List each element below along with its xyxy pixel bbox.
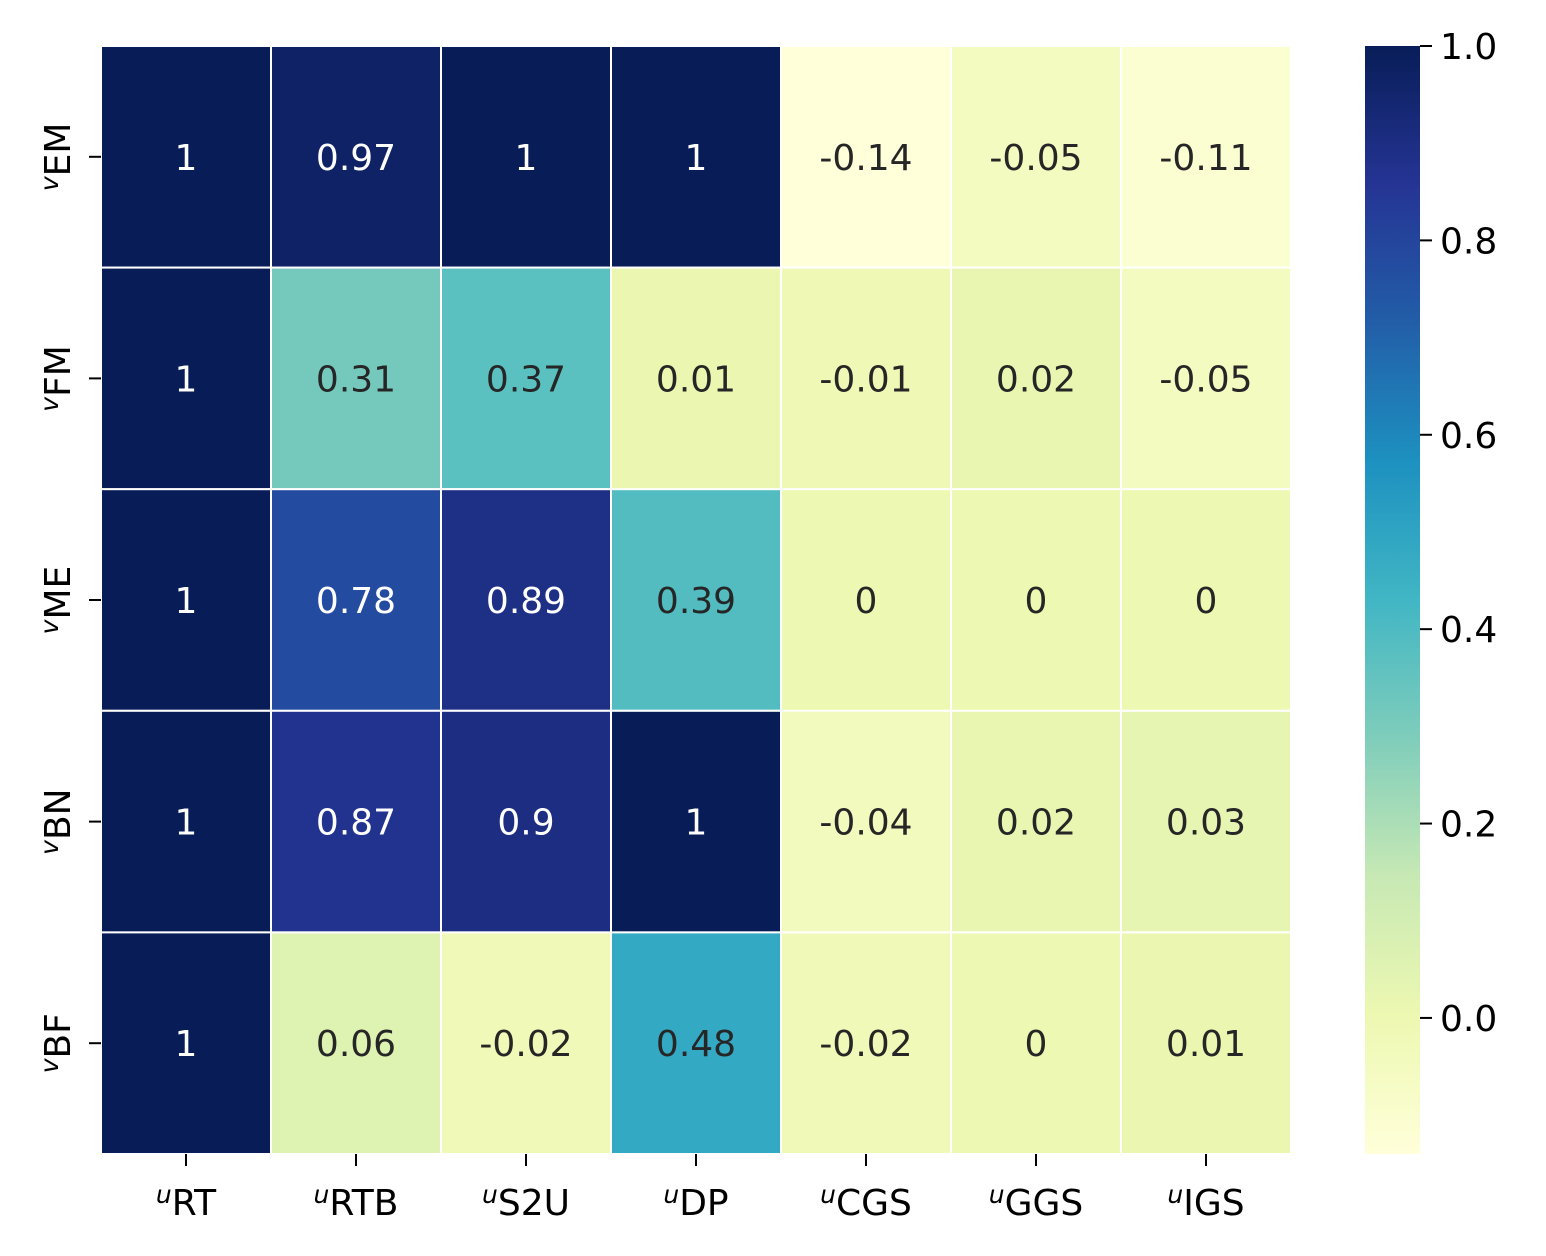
y-tick-label: vBN (35, 788, 79, 854)
y-tick-label: vME (35, 566, 79, 635)
heatmap-cell (100, 45, 272, 269)
cell-value-label: 0.78 (316, 581, 396, 622)
cell-annotations: 1 0.97 1 1 -0.14 -0.05 -0.11 1 0.31 0.37 0.01 -0.01… (175, 138, 1253, 1065)
colorbar-tick-label: 0.8 (1440, 221, 1497, 262)
x-tick-label: uIGS (1167, 1180, 1244, 1224)
cell-value-label: 1 (175, 359, 198, 400)
x-tick-label: uRT (156, 1180, 217, 1224)
cell-value-label: 0.89 (486, 581, 566, 622)
cell-value-label: 1 (685, 803, 708, 844)
heatmap-cell (1120, 488, 1292, 712)
cell-value-label: 0.31 (316, 359, 396, 400)
cell-value-label: 0.87 (316, 803, 396, 844)
heatmap-cell (1120, 709, 1292, 934)
cell-value-label: 1 (515, 138, 538, 179)
x-tick-label: uS2U (482, 1180, 570, 1224)
cell-value-label: 0 (1025, 581, 1048, 622)
cell-value-label: 0.37 (486, 359, 566, 400)
cell-value-label: 0.39 (656, 581, 736, 622)
cell-value-label: 0.02 (996, 803, 1076, 844)
colorbar-tick-label: 0.0 (1440, 999, 1497, 1040)
cell-value-label: 0.01 (1166, 1024, 1246, 1065)
heatmap-cell (440, 266, 612, 491)
colorbar-gradient (1365, 46, 1420, 1154)
cell-value-label: 0 (855, 581, 878, 622)
cell-value-label: -0.02 (819, 1024, 912, 1065)
x-tick-label: uRTB (314, 1180, 399, 1224)
heatmap-cell (270, 488, 442, 712)
heatmap-cell (100, 709, 272, 934)
cell-value-label: 0 (1025, 1024, 1048, 1065)
heatmap-cell (610, 45, 782, 269)
heatmap-cell (950, 266, 1122, 491)
cell-value-label: 1 (175, 581, 198, 622)
x-tick-label: uGGS (989, 1180, 1084, 1224)
cell-value-label: 1 (175, 138, 198, 179)
heatmap-cell (610, 488, 782, 712)
cell-value-label: -0.04 (819, 803, 912, 844)
heatmap-cell (780, 266, 952, 491)
x-tick-label: uDP (663, 1180, 728, 1224)
heatmap-cell (1120, 266, 1292, 491)
cell-value-label: 0.97 (316, 138, 396, 179)
colorbar: 0.0 0.2 0.4 0.6 0.8 1.0 (1365, 27, 1497, 1154)
heatmap-cell (270, 45, 442, 269)
heatmap-cell (440, 488, 612, 712)
colorbar-tick-label: 0.4 (1440, 610, 1497, 651)
cell-value-label: 0.02 (996, 359, 1076, 400)
cell-value-label: 0.01 (656, 359, 736, 400)
heatmap-cell (950, 488, 1122, 712)
cell-value-label: -0.05 (989, 138, 1082, 179)
heatmap-cell (100, 488, 272, 712)
colorbar-tick-label: 0.6 (1440, 416, 1497, 457)
cell-value-label: -0.11 (1159, 138, 1252, 179)
cell-value-label: -0.01 (819, 359, 912, 400)
y-tick-label: vBF (35, 1013, 79, 1073)
colorbar-tick-label: 0.2 (1440, 805, 1497, 846)
heatmap-cell (440, 45, 612, 269)
x-axis: uRT uRTB uS2U uDP uCGS uGGS uIGS (156, 1154, 1245, 1224)
cell-value-label: 0.06 (316, 1024, 396, 1065)
cell-value-label: -0.05 (1159, 359, 1252, 400)
cell-value-label: -0.02 (479, 1024, 572, 1065)
heatmap-cell (1120, 931, 1292, 1156)
heatmap-cell (780, 488, 952, 712)
cell-value-label: 1 (685, 138, 708, 179)
cell-value-label: 0 (1195, 581, 1218, 622)
x-tick-label: uCGS (820, 1180, 912, 1224)
heatmap-cell (610, 709, 782, 934)
heatmap-cell (440, 931, 612, 1156)
heatmap-cell (270, 709, 442, 934)
cell-value-label: -0.14 (819, 138, 912, 179)
cell-value-label: 0.9 (497, 803, 554, 844)
cell-value-label: 0.03 (1166, 803, 1246, 844)
heatmap-cell (780, 45, 952, 269)
y-tick-label: vFM (35, 345, 79, 412)
heatmap-cell (100, 931, 272, 1156)
heatmap-cell (950, 45, 1122, 269)
y-axis: vEM vFM vME vBN vBF (35, 122, 101, 1073)
colorbar-tick-label: 1.0 (1440, 27, 1497, 68)
heatmap-cell (950, 709, 1122, 934)
y-tick-label: vEM (35, 122, 79, 191)
heatmap-cells (100, 45, 1292, 1156)
cell-value-label: 1 (175, 1024, 198, 1065)
cell-value-label: 1 (175, 803, 198, 844)
cell-value-label: 0.48 (656, 1024, 736, 1065)
